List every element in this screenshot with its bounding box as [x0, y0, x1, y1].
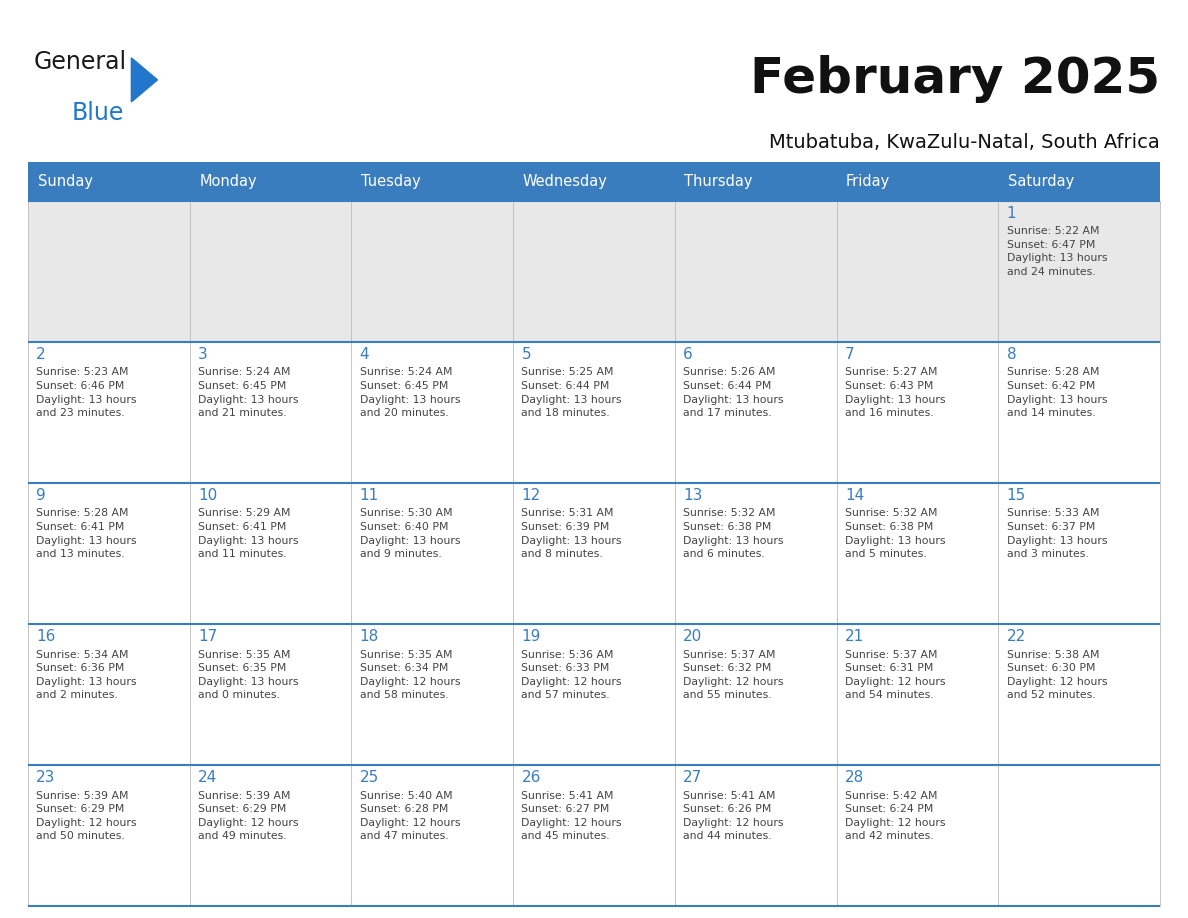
Text: 3: 3 [198, 347, 208, 363]
Text: February 2025: February 2025 [750, 55, 1159, 103]
Text: 23: 23 [37, 770, 56, 786]
Text: 6: 6 [683, 347, 693, 363]
Text: Sunrise: 5:40 AM
Sunset: 6:28 PM
Daylight: 12 hours
and 47 minutes.: Sunrise: 5:40 AM Sunset: 6:28 PM Dayligh… [360, 790, 460, 842]
Bar [29, 200, 1159, 341]
Text: 7: 7 [845, 347, 854, 363]
Text: 13: 13 [683, 488, 702, 503]
Text: 10: 10 [198, 488, 217, 503]
Text: 9: 9 [37, 488, 46, 503]
Text: Sunrise: 5:28 AM
Sunset: 6:42 PM
Daylight: 13 hours
and 14 minutes.: Sunrise: 5:28 AM Sunset: 6:42 PM Dayligh… [1006, 367, 1107, 418]
Bar [29, 162, 1159, 200]
Bar [29, 765, 1159, 906]
Text: Friday: Friday [846, 174, 890, 189]
Text: 17: 17 [198, 630, 217, 644]
Text: 28: 28 [845, 770, 864, 786]
Text: Sunrise: 5:37 AM
Sunset: 6:32 PM
Daylight: 12 hours
and 55 minutes.: Sunrise: 5:37 AM Sunset: 6:32 PM Dayligh… [683, 650, 784, 700]
Text: Sunrise: 5:22 AM
Sunset: 6:47 PM
Daylight: 13 hours
and 24 minutes.: Sunrise: 5:22 AM Sunset: 6:47 PM Dayligh… [1006, 226, 1107, 277]
Text: 14: 14 [845, 488, 864, 503]
Text: 21: 21 [845, 630, 864, 644]
Text: 24: 24 [198, 770, 217, 786]
Text: 26: 26 [522, 770, 541, 786]
Text: 18: 18 [360, 630, 379, 644]
Text: 19: 19 [522, 630, 541, 644]
Text: Sunrise: 5:26 AM
Sunset: 6:44 PM
Daylight: 13 hours
and 17 minutes.: Sunrise: 5:26 AM Sunset: 6:44 PM Dayligh… [683, 367, 784, 418]
Text: Sunrise: 5:32 AM
Sunset: 6:38 PM
Daylight: 13 hours
and 6 minutes.: Sunrise: 5:32 AM Sunset: 6:38 PM Dayligh… [683, 509, 784, 559]
Text: Sunrise: 5:24 AM
Sunset: 6:45 PM
Daylight: 13 hours
and 20 minutes.: Sunrise: 5:24 AM Sunset: 6:45 PM Dayligh… [360, 367, 460, 418]
Polygon shape [132, 58, 158, 102]
Text: Sunrise: 5:38 AM
Sunset: 6:30 PM
Daylight: 12 hours
and 52 minutes.: Sunrise: 5:38 AM Sunset: 6:30 PM Dayligh… [1006, 650, 1107, 700]
Text: General: General [34, 50, 127, 74]
Text: Sunrise: 5:25 AM
Sunset: 6:44 PM
Daylight: 13 hours
and 18 minutes.: Sunrise: 5:25 AM Sunset: 6:44 PM Dayligh… [522, 367, 623, 418]
Bar [29, 624, 1159, 765]
Text: Sunrise: 5:30 AM
Sunset: 6:40 PM
Daylight: 13 hours
and 9 minutes.: Sunrise: 5:30 AM Sunset: 6:40 PM Dayligh… [360, 509, 460, 559]
Text: 12: 12 [522, 488, 541, 503]
Text: Thursday: Thursday [684, 174, 753, 189]
Text: Saturday: Saturday [1007, 174, 1074, 189]
Text: Blue: Blue [72, 101, 125, 125]
Text: Wednesday: Wednesday [523, 174, 607, 189]
Text: Sunrise: 5:34 AM
Sunset: 6:36 PM
Daylight: 13 hours
and 2 minutes.: Sunrise: 5:34 AM Sunset: 6:36 PM Dayligh… [37, 650, 137, 700]
Text: Tuesday: Tuesday [361, 174, 421, 189]
Text: Sunrise: 5:42 AM
Sunset: 6:24 PM
Daylight: 12 hours
and 42 minutes.: Sunrise: 5:42 AM Sunset: 6:24 PM Dayligh… [845, 790, 946, 842]
Text: Mtubatuba, KwaZulu-Natal, South Africa: Mtubatuba, KwaZulu-Natal, South Africa [770, 133, 1159, 152]
Text: Sunrise: 5:29 AM
Sunset: 6:41 PM
Daylight: 13 hours
and 11 minutes.: Sunrise: 5:29 AM Sunset: 6:41 PM Dayligh… [198, 509, 298, 559]
Bar [29, 483, 1159, 624]
Text: Sunrise: 5:35 AM
Sunset: 6:35 PM
Daylight: 13 hours
and 0 minutes.: Sunrise: 5:35 AM Sunset: 6:35 PM Dayligh… [198, 650, 298, 700]
Text: Sunrise: 5:36 AM
Sunset: 6:33 PM
Daylight: 12 hours
and 57 minutes.: Sunrise: 5:36 AM Sunset: 6:33 PM Dayligh… [522, 650, 623, 700]
Text: Sunrise: 5:41 AM
Sunset: 6:27 PM
Daylight: 12 hours
and 45 minutes.: Sunrise: 5:41 AM Sunset: 6:27 PM Dayligh… [522, 790, 623, 842]
Text: 4: 4 [360, 347, 369, 363]
Text: 8: 8 [1006, 347, 1016, 363]
Text: 15: 15 [1006, 488, 1026, 503]
Text: 22: 22 [1006, 630, 1026, 644]
Text: Sunrise: 5:37 AM
Sunset: 6:31 PM
Daylight: 12 hours
and 54 minutes.: Sunrise: 5:37 AM Sunset: 6:31 PM Dayligh… [845, 650, 946, 700]
Bar [29, 341, 1159, 483]
Text: 11: 11 [360, 488, 379, 503]
Text: Sunrise: 5:33 AM
Sunset: 6:37 PM
Daylight: 13 hours
and 3 minutes.: Sunrise: 5:33 AM Sunset: 6:37 PM Dayligh… [1006, 509, 1107, 559]
Text: Sunrise: 5:35 AM
Sunset: 6:34 PM
Daylight: 12 hours
and 58 minutes.: Sunrise: 5:35 AM Sunset: 6:34 PM Dayligh… [360, 650, 460, 700]
Text: Sunrise: 5:39 AM
Sunset: 6:29 PM
Daylight: 12 hours
and 49 minutes.: Sunrise: 5:39 AM Sunset: 6:29 PM Dayligh… [198, 790, 298, 842]
Text: 1: 1 [1006, 206, 1016, 221]
Text: 27: 27 [683, 770, 702, 786]
Text: 20: 20 [683, 630, 702, 644]
Text: Monday: Monday [200, 174, 257, 189]
Text: 16: 16 [37, 630, 56, 644]
Text: Sunrise: 5:41 AM
Sunset: 6:26 PM
Daylight: 12 hours
and 44 minutes.: Sunrise: 5:41 AM Sunset: 6:26 PM Dayligh… [683, 790, 784, 842]
Text: 25: 25 [360, 770, 379, 786]
Text: Sunrise: 5:24 AM
Sunset: 6:45 PM
Daylight: 13 hours
and 21 minutes.: Sunrise: 5:24 AM Sunset: 6:45 PM Dayligh… [198, 367, 298, 418]
Text: 2: 2 [37, 347, 46, 363]
Text: Sunday: Sunday [38, 174, 93, 189]
Text: Sunrise: 5:27 AM
Sunset: 6:43 PM
Daylight: 13 hours
and 16 minutes.: Sunrise: 5:27 AM Sunset: 6:43 PM Dayligh… [845, 367, 946, 418]
Text: Sunrise: 5:23 AM
Sunset: 6:46 PM
Daylight: 13 hours
and 23 minutes.: Sunrise: 5:23 AM Sunset: 6:46 PM Dayligh… [37, 367, 137, 418]
Text: Sunrise: 5:39 AM
Sunset: 6:29 PM
Daylight: 12 hours
and 50 minutes.: Sunrise: 5:39 AM Sunset: 6:29 PM Dayligh… [37, 790, 137, 842]
Text: Sunrise: 5:28 AM
Sunset: 6:41 PM
Daylight: 13 hours
and 13 minutes.: Sunrise: 5:28 AM Sunset: 6:41 PM Dayligh… [37, 509, 137, 559]
Text: Sunrise: 5:32 AM
Sunset: 6:38 PM
Daylight: 13 hours
and 5 minutes.: Sunrise: 5:32 AM Sunset: 6:38 PM Dayligh… [845, 509, 946, 559]
Text: 5: 5 [522, 347, 531, 363]
Text: Sunrise: 5:31 AM
Sunset: 6:39 PM
Daylight: 13 hours
and 8 minutes.: Sunrise: 5:31 AM Sunset: 6:39 PM Dayligh… [522, 509, 623, 559]
